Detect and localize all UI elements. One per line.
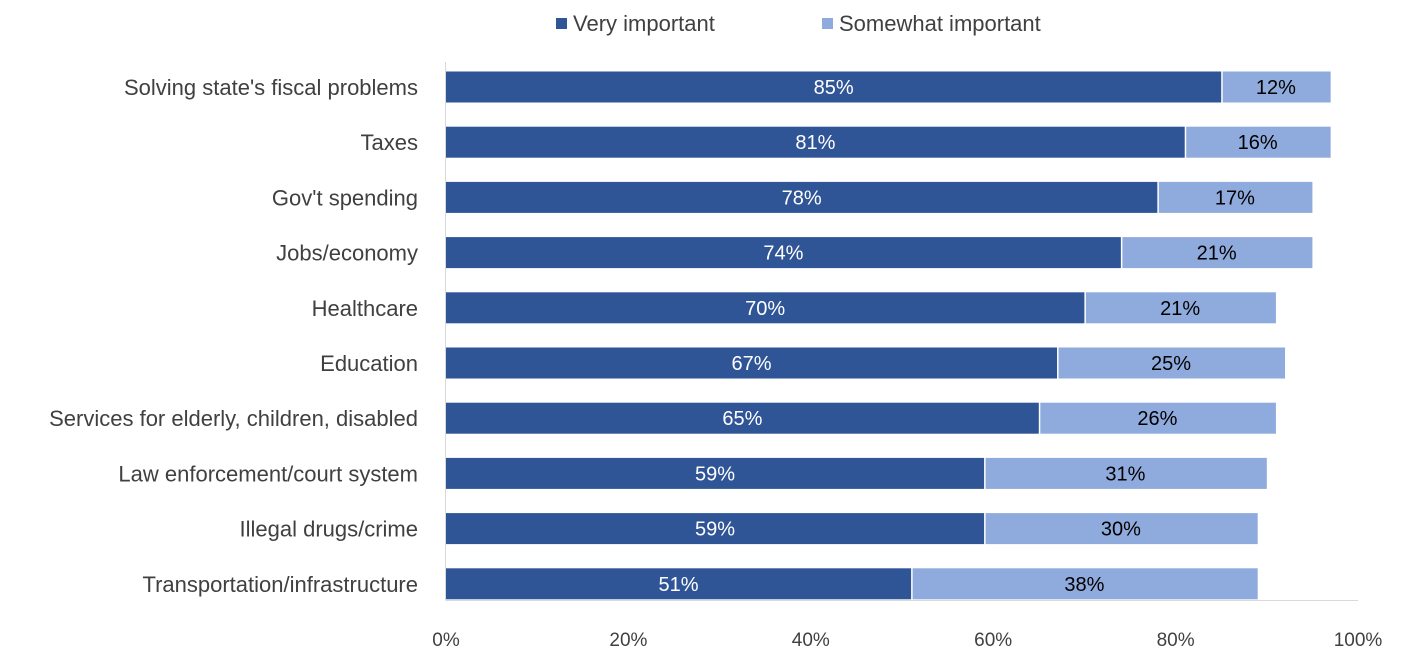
data-label-very-important-gov-t-spending: 78% <box>782 187 822 209</box>
category-label-services-for-elderly-children-disabled: Services for elderly, children, disabled <box>49 406 418 431</box>
bar-very-important-law-enforcement-court-system <box>446 457 985 489</box>
category-label-gov-t-spending: Gov't spending <box>272 185 418 210</box>
x-tick-label-100: 100% <box>1334 630 1383 651</box>
category-label-law-enforcement-court-system: Law enforcement/court system <box>118 461 418 486</box>
data-label-very-important-services-for-elderly-children-disabled: 65% <box>722 408 762 430</box>
bar-somewhat-important-healthcare <box>1085 292 1276 324</box>
bar-somewhat-important-illegal-drugs-crime <box>985 513 1258 545</box>
category-label-taxes: Taxes <box>361 130 418 155</box>
bar-very-important-solving-state-s-fiscal-problems <box>446 71 1222 103</box>
bar-somewhat-important-jobs-economy <box>1122 237 1313 269</box>
data-label-somewhat-important-healthcare: 21% <box>1160 298 1200 320</box>
data-label-very-important-solving-state-s-fiscal-problems: 85% <box>814 77 854 99</box>
bar-very-important-transportation-infrastructure <box>446 568 912 600</box>
data-label-somewhat-important-jobs-economy: 21% <box>1197 243 1237 265</box>
bar-somewhat-important-education <box>1058 347 1286 379</box>
data-label-very-important-law-enforcement-court-system: 59% <box>695 463 735 485</box>
data-label-somewhat-important-education: 25% <box>1151 353 1191 375</box>
x-tick-label-40: 40% <box>792 630 830 651</box>
legend-label-somewhat-important: Somewhat important <box>839 11 1041 36</box>
bar-very-important-education <box>446 347 1058 379</box>
data-label-somewhat-important-law-enforcement-court-system: 31% <box>1105 463 1145 485</box>
category-label-healthcare: Healthcare <box>312 296 418 321</box>
data-label-very-important-education: 67% <box>732 353 772 375</box>
category-label-education: Education <box>320 351 418 376</box>
category-label-jobs-economy: Jobs/economy <box>276 241 418 266</box>
category-labels: Solving state's fiscal problems Taxes Gov'… <box>49 75 418 597</box>
category-label-illegal-drugs-crime: Illegal drugs/crime <box>239 517 418 542</box>
legend-swatch-somewhat-important <box>822 18 833 29</box>
bar-somewhat-important-transportation-infrastructure <box>912 568 1258 600</box>
bar-very-important-illegal-drugs-crime <box>446 513 985 545</box>
legend-label-very-important: Very important <box>573 11 715 36</box>
x-axis: 0% 20% 40% 60% 80% 100% <box>432 62 1382 651</box>
legend: Very important Somewhat important <box>556 11 1041 36</box>
bar-very-important-gov-t-spending <box>446 181 1158 213</box>
bar-very-important-jobs-economy <box>446 237 1121 269</box>
category-label-solving-state-s-fiscal-problems: Solving state's fiscal problems <box>124 75 418 100</box>
data-label-very-important-transportation-infrastructure: 51% <box>659 574 699 596</box>
bar-somewhat-important-taxes <box>1186 126 1331 158</box>
bar-somewhat-important-solving-state-s-fiscal-problems <box>1222 71 1331 103</box>
bar-very-important-taxes <box>446 126 1185 158</box>
legend-swatch-very-important <box>556 18 567 29</box>
bar-somewhat-important-services-for-elderly-children-disabled <box>1040 402 1276 434</box>
data-label-somewhat-important-solving-state-s-fiscal-problems: 12% <box>1256 77 1296 99</box>
bars-group: 85% 12% 81% 16% 78% 17% 74% 21% 70% 21% 67% 25% 65% 2… <box>446 71 1331 600</box>
x-tick-label-60: 60% <box>974 630 1012 651</box>
bar-very-important-healthcare <box>446 292 1085 324</box>
data-label-very-important-jobs-economy: 74% <box>763 243 803 265</box>
data-label-somewhat-important-taxes: 16% <box>1238 132 1278 154</box>
bar-somewhat-important-law-enforcement-court-system <box>985 457 1267 489</box>
data-label-somewhat-important-transportation-infrastructure: 38% <box>1064 574 1104 596</box>
category-label-transportation-infrastructure: Transportation/infrastructure <box>142 572 418 597</box>
x-tick-label-80: 80% <box>1157 630 1195 651</box>
data-label-somewhat-important-illegal-drugs-crime: 30% <box>1101 519 1141 541</box>
x-tick-label-20: 20% <box>609 630 647 651</box>
bar-somewhat-important-gov-t-spending <box>1158 181 1313 213</box>
bar-very-important-services-for-elderly-children-disabled <box>446 402 1039 434</box>
data-label-very-important-healthcare: 70% <box>745 298 785 320</box>
data-label-very-important-illegal-drugs-crime: 59% <box>695 519 735 541</box>
data-label-very-important-taxes: 81% <box>795 132 835 154</box>
x-tick-label-0: 0% <box>432 630 460 651</box>
data-label-somewhat-important-services-for-elderly-children-disabled: 26% <box>1137 408 1177 430</box>
data-label-somewhat-important-gov-t-spending: 17% <box>1215 187 1255 209</box>
